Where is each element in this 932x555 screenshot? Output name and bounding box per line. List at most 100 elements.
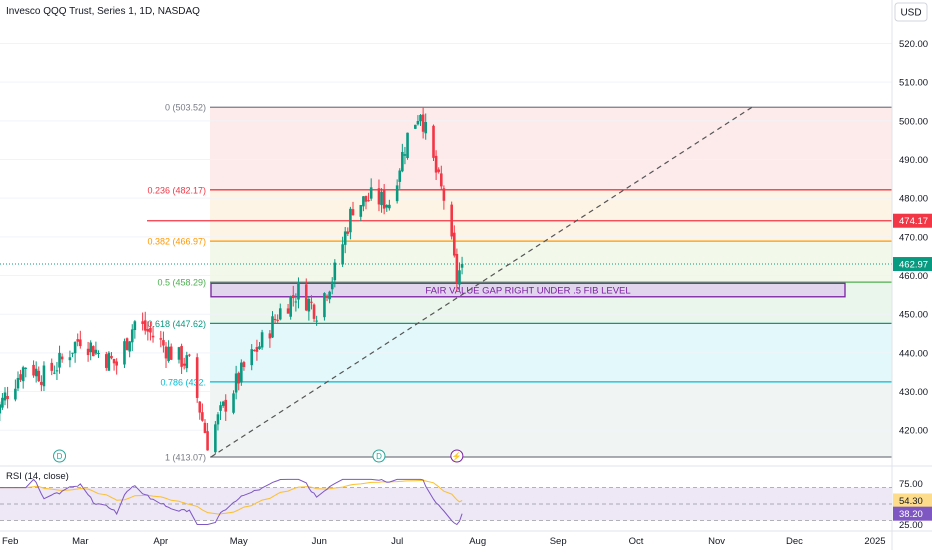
candle-body bbox=[167, 346, 170, 362]
candle-body bbox=[442, 188, 446, 201]
event-markers: D D ⚡ bbox=[53, 449, 464, 463]
event-marker[interactable]: D bbox=[53, 449, 67, 463]
time-tick-label: 2025 bbox=[864, 536, 885, 547]
fib-labels: 0 (503.52) 0.236 (482.17) 0.382 (466.97) 0.… bbox=[147, 103, 206, 463]
price-axis[interactable]: 520.00 510.00 500.00 490.00 480.00 470.00 460.… bbox=[899, 39, 928, 437]
rsi-badge-label: 38.20 bbox=[899, 509, 923, 520]
candles bbox=[0, 107, 464, 455]
candle-body bbox=[403, 154, 407, 156]
event-marker[interactable]: D bbox=[372, 449, 386, 463]
candle-body bbox=[195, 357, 199, 398]
fib-zone-fill bbox=[210, 107, 892, 190]
fair-value-gap-box[interactable] bbox=[210, 282, 846, 298]
candle-body bbox=[310, 301, 313, 303]
candle-body bbox=[53, 372, 56, 374]
price-tick-label: 500.00 bbox=[899, 116, 928, 127]
price-tick-label: 480.00 bbox=[899, 194, 928, 205]
candle-body bbox=[330, 281, 334, 290]
candle-body bbox=[3, 392, 7, 401]
time-tick-label: Jun bbox=[312, 536, 327, 547]
price-tick-label: 450.00 bbox=[899, 310, 928, 321]
candle-body bbox=[169, 346, 173, 360]
candle-body bbox=[401, 151, 404, 172]
rsi-title[interactable]: RSI (14, close) bbox=[6, 471, 69, 482]
candle-body bbox=[91, 346, 95, 357]
time-axis[interactable]: Feb Mar Apr May Jun Jul Aug Sep Oct Nov Dec 2025 bbox=[2, 536, 886, 547]
candle-body bbox=[79, 339, 82, 347]
candle-body bbox=[50, 362, 54, 371]
time-tick-label: Aug bbox=[469, 536, 486, 547]
candle-body bbox=[362, 196, 365, 207]
candle-body bbox=[94, 349, 98, 354]
candle-body bbox=[424, 122, 428, 134]
candle-body bbox=[260, 332, 264, 348]
candle-body bbox=[0, 404, 2, 414]
candle-body bbox=[385, 205, 389, 208]
event-marker[interactable]: ⚡ bbox=[450, 449, 464, 463]
rsi-axis: 75.00 25.00 bbox=[899, 479, 923, 531]
candle-body bbox=[198, 401, 202, 413]
rsi-badges: 54.30 38.20 bbox=[893, 493, 932, 521]
time-tick-label: Feb bbox=[2, 536, 18, 547]
time-tick-label: Jul bbox=[391, 536, 403, 547]
candle-body bbox=[351, 209, 355, 216]
candle-body bbox=[414, 124, 417, 129]
candle-body bbox=[130, 329, 134, 343]
rsi-pane[interactable]: RSI (14, close) 75.00 25.00 54.30 38.20 bbox=[0, 471, 932, 531]
candle-body bbox=[128, 341, 131, 352]
candle-body bbox=[343, 231, 347, 245]
candle-body bbox=[304, 284, 308, 311]
candle-body bbox=[115, 361, 118, 366]
candle-body bbox=[42, 365, 46, 387]
candle-body bbox=[294, 301, 298, 303]
candle-body bbox=[271, 316, 274, 338]
candle-body bbox=[289, 296, 292, 317]
candle-body bbox=[237, 372, 241, 384]
price-tick-label: 430.00 bbox=[899, 387, 928, 398]
candle-body bbox=[346, 231, 350, 234]
candle-body bbox=[395, 185, 399, 202]
fib-level-label: 0.382 (466.97) bbox=[147, 237, 206, 247]
price-tick-label: 460.00 bbox=[899, 271, 928, 282]
candle-body bbox=[107, 352, 111, 371]
candle-body bbox=[110, 355, 113, 359]
candle-body bbox=[206, 431, 209, 451]
fib-level-label: 0.5 (458.29) bbox=[157, 278, 206, 288]
price-tick-label: 440.00 bbox=[899, 348, 928, 359]
candle-body bbox=[86, 348, 90, 356]
candle-body bbox=[141, 321, 144, 324]
candle-body bbox=[460, 264, 464, 268]
price-badges: 474.17 462.97 bbox=[893, 213, 932, 272]
candle-body bbox=[450, 204, 453, 237]
candle-body bbox=[367, 200, 370, 202]
candle-body bbox=[21, 367, 25, 382]
candle-body bbox=[40, 381, 43, 385]
candle-body bbox=[240, 362, 243, 383]
fib-zone-fill bbox=[210, 189, 892, 242]
time-tick-label: Sep bbox=[550, 536, 567, 547]
event-marker-glyph: ⚡ bbox=[452, 451, 462, 461]
candle-body bbox=[458, 270, 461, 285]
candle-body bbox=[221, 401, 225, 406]
candle-body bbox=[71, 352, 74, 354]
candle-body bbox=[432, 125, 435, 158]
candle-body bbox=[369, 187, 373, 199]
symbol-title[interactable]: Invesco QQQ Trust, Series 1, 1D, NASDAQ bbox=[6, 6, 200, 17]
event-marker-circle bbox=[450, 449, 464, 463]
candle-body bbox=[421, 114, 425, 132]
time-tick-label: Dec bbox=[786, 536, 803, 547]
fib-level-label: 0 (503.52) bbox=[165, 103, 206, 113]
candle-body bbox=[312, 304, 316, 319]
rsi-badge-bg bbox=[893, 493, 932, 508]
candle-body bbox=[276, 319, 279, 321]
fib-level-label: 1 (413.07) bbox=[165, 452, 206, 462]
currency-badge[interactable]: USD bbox=[894, 2, 928, 22]
candle-body bbox=[419, 114, 422, 122]
candle-body bbox=[406, 132, 409, 159]
candle-body bbox=[143, 320, 147, 331]
event-marker-glyph: D bbox=[376, 452, 382, 461]
price-tick-label: 490.00 bbox=[899, 155, 928, 166]
time-tick-label: Nov bbox=[708, 536, 725, 547]
candle-body bbox=[258, 346, 261, 350]
